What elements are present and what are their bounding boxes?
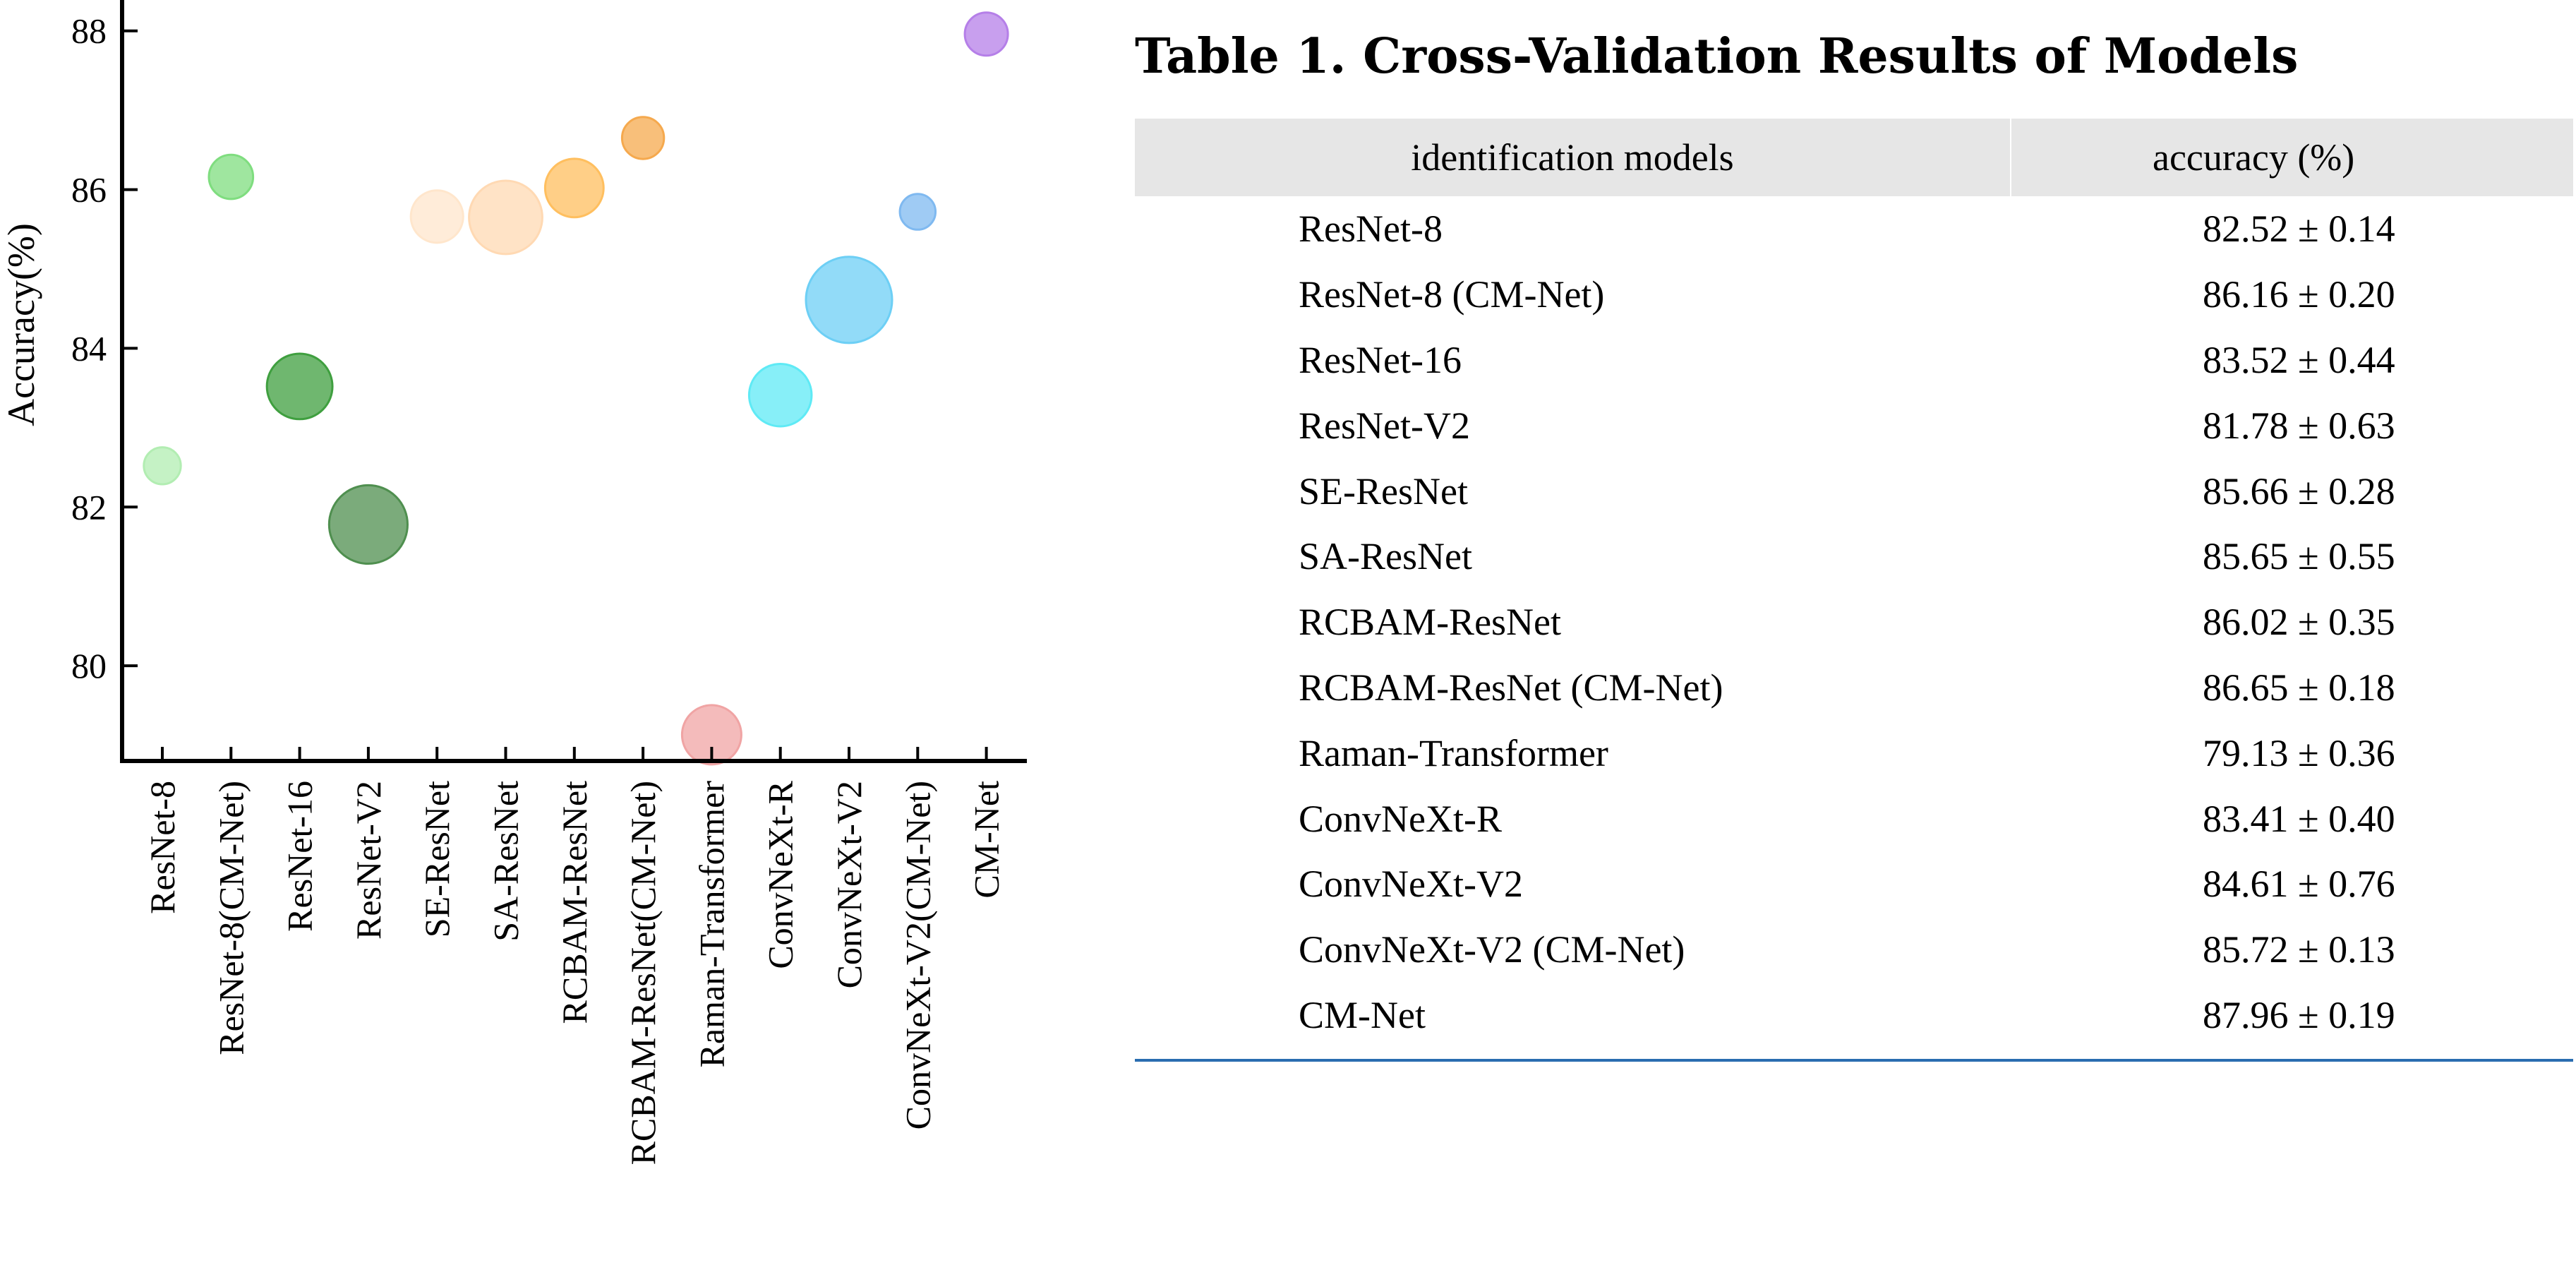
x-tick-label: ConvNeXt-V2(CM-Net) xyxy=(898,781,937,1129)
y-tick-label: 80 xyxy=(71,646,107,685)
table-row: ResNet-8 82.52 ± 0.14 xyxy=(1135,196,2573,262)
cell-accuracy: 85.65 ± 0.55 xyxy=(2203,535,2395,578)
cell-accuracy: 79.13 ± 0.36 xyxy=(2203,731,2395,774)
cell-accuracy: 84.61 ± 0.76 xyxy=(2203,863,2395,906)
table-body: ResNet-8 82.52 ± 0.14 ResNet-8 (CM-Net) 86.… xyxy=(1135,196,2573,1048)
cell-accuracy: 87.96 ± 0.19 xyxy=(2203,993,2395,1036)
cell-model-name: ResNet-16 xyxy=(1299,338,1462,381)
cell-model-name: RCBAM-ResNet (CM-Net) xyxy=(1299,666,1723,709)
cell-model-name: SE-ResNet xyxy=(1299,469,1468,512)
cell-model-name: CM-Net xyxy=(1299,993,1426,1036)
bubble-chart: 80 82 84 86 88 ResNet-8 ResNet-8(CM-Net) ResNet… xyxy=(0,0,1027,1165)
cell-accuracy: 82.52 ± 0.14 xyxy=(2203,208,2395,251)
cell-model-name: ConvNeXt-R xyxy=(1299,797,1502,840)
cell-accuracy: 85.66 ± 0.28 xyxy=(2203,469,2395,512)
bubble-chart-panel: 80 82 84 86 88 ResNet-8 ResNet-8(CM-Net) ResNet… xyxy=(0,0,1073,1277)
table-row: RCBAM-ResNet (CM-Net) 86.65 ± 0.18 xyxy=(1135,655,2573,721)
cell-model-name: ResNet-V2 xyxy=(1299,404,1470,447)
data-bubble xyxy=(747,362,813,428)
table-bottom-rule xyxy=(1135,1059,2573,1062)
header-models: identification models xyxy=(1135,119,2011,196)
table-row: Raman-Transformer 79.13 ± 0.36 xyxy=(1135,720,2573,786)
results-table: identification models accuracy (%) ResNe… xyxy=(1135,119,2573,1048)
table-header-row: identification models accuracy (%) xyxy=(1135,119,2573,196)
header-accuracy: accuracy (%) xyxy=(2153,136,2355,179)
data-bubble xyxy=(963,11,1009,57)
data-bubble xyxy=(409,189,464,244)
table-row: SA-ResNet 85.65 ± 0.55 xyxy=(1135,524,2573,589)
table-title: Table 1. Cross-Validation Results of Mod… xyxy=(1135,28,2299,85)
table-row: CM-Net 87.96 ± 0.19 xyxy=(1135,983,2573,1048)
x-tick-label: ResNet-8 xyxy=(143,781,182,914)
data-bubble xyxy=(143,446,182,486)
data-bubble xyxy=(265,352,334,421)
cell-accuracy: 86.16 ± 0.20 xyxy=(2203,273,2395,316)
cell-model-name: ConvNeXt-V2 (CM-Net) xyxy=(1299,928,1685,971)
x-tick-label: ConvNeXt-R xyxy=(761,780,800,969)
table-row: ResNet-V2 81.78 ± 0.63 xyxy=(1135,392,2573,458)
y-axis-title: Accuracy(%) xyxy=(0,223,42,426)
table-row: ResNet-8 (CM-Net) 86.16 ± 0.20 xyxy=(1135,262,2573,328)
y-tick-label: 88 xyxy=(71,11,107,51)
y-tick-label: 82 xyxy=(71,487,107,527)
data-bubble xyxy=(620,116,666,160)
table-row: SE-ResNet 85.66 ± 0.28 xyxy=(1135,458,2573,524)
cell-model-name: ResNet-8 xyxy=(1299,208,1443,251)
table-row: RCBAM-ResNet 86.02 ± 0.35 xyxy=(1135,589,2573,655)
x-tick-label: ResNet-16 xyxy=(280,781,320,932)
table-row: ResNet-16 83.52 ± 0.44 xyxy=(1135,328,2573,393)
table-row: ConvNeXt-V2 84.61 ± 0.76 xyxy=(1135,851,2573,917)
data-bubble xyxy=(805,256,893,344)
x-tick-label: RCBAM-ResNet xyxy=(555,781,594,1024)
y-tick-label: 86 xyxy=(71,170,107,210)
x-tick-label: RCBAM-ResNet(CM-Net) xyxy=(623,781,663,1165)
cell-accuracy: 86.02 ± 0.35 xyxy=(2203,601,2395,644)
cell-model-name: SA-ResNet xyxy=(1299,535,1472,578)
cell-accuracy: 86.65 ± 0.18 xyxy=(2203,666,2395,709)
cell-accuracy: 85.72 ± 0.13 xyxy=(2203,928,2395,971)
x-tick-label: Raman-Transformer xyxy=(692,781,731,1068)
cell-model-name: ConvNeXt-V2 xyxy=(1299,863,1523,906)
data-bubble xyxy=(327,484,409,565)
table-row: ConvNeXt-V2 (CM-Net) 85.72 ± 0.13 xyxy=(1135,917,2573,983)
x-tick-label: ResNet-8(CM-Net) xyxy=(211,781,251,1055)
cell-accuracy: 83.41 ± 0.40 xyxy=(2203,797,2395,840)
data-bubble xyxy=(543,157,605,219)
cell-model-name: ResNet-8 (CM-Net) xyxy=(1299,273,1605,316)
data-bubble xyxy=(680,704,742,766)
results-table-panel: Table 1. Cross-Validation Results of Mod… xyxy=(1135,28,2576,1062)
data-bubble xyxy=(207,153,255,200)
cell-accuracy: 83.52 ± 0.44 xyxy=(2203,338,2395,381)
data-bubble xyxy=(468,179,543,256)
x-tick-label: ResNet-V2 xyxy=(349,781,388,940)
cell-accuracy: 81.78 ± 0.63 xyxy=(2203,404,2395,447)
cell-model-name: RCBAM-ResNet xyxy=(1299,601,1562,644)
x-tick-label: SA-ResNet xyxy=(486,781,526,942)
table-row: ConvNeXt-R 83.41 ± 0.40 xyxy=(1135,786,2573,851)
y-tick-label: 84 xyxy=(71,328,107,368)
x-tick-label: CM-Net xyxy=(967,781,1006,899)
cell-model-name: Raman-Transformer xyxy=(1299,731,1608,774)
x-tick-label: SE-ResNet xyxy=(417,781,457,937)
data-bubble xyxy=(898,193,937,231)
x-tick-label: ConvNeXt-V2 xyxy=(829,781,869,988)
